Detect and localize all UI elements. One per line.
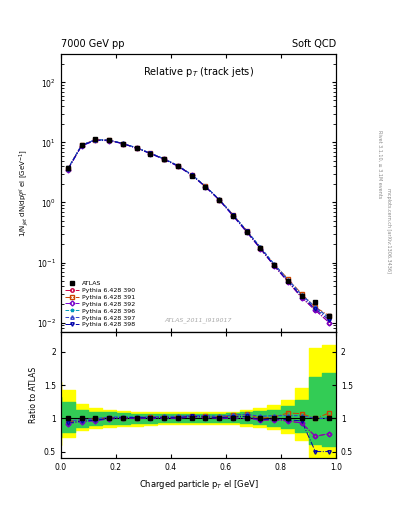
Text: 7000 GeV pp: 7000 GeV pp bbox=[61, 38, 125, 49]
Text: mcplots.cern.ch [arXiv:1306.3436]: mcplots.cern.ch [arXiv:1306.3436] bbox=[386, 188, 391, 273]
Y-axis label: Ratio to ATLAS: Ratio to ATLAS bbox=[29, 367, 39, 423]
Text: ATLAS_2011_I919017: ATLAS_2011_I919017 bbox=[165, 318, 232, 324]
Y-axis label: 1/N$_{jet}$ dN/dp$^{rel}_{T}$ el [GeV$^{-1}$]: 1/N$_{jet}$ dN/dp$^{rel}_{T}$ el [GeV$^{… bbox=[18, 149, 31, 237]
Text: Rivet 3.1.10, ≥ 3.1M events: Rivet 3.1.10, ≥ 3.1M events bbox=[377, 130, 382, 198]
Legend: ATLAS, Pythia 6.428 390, Pythia 6.428 391, Pythia 6.428 392, Pythia 6.428 396, P: ATLAS, Pythia 6.428 390, Pythia 6.428 39… bbox=[64, 279, 136, 329]
Text: Relative p$_T$ (track jets): Relative p$_T$ (track jets) bbox=[143, 65, 254, 79]
Text: Soft QCD: Soft QCD bbox=[292, 38, 336, 49]
X-axis label: Charged particle p$_{T}$ el [GeV]: Charged particle p$_{T}$ el [GeV] bbox=[139, 478, 258, 490]
